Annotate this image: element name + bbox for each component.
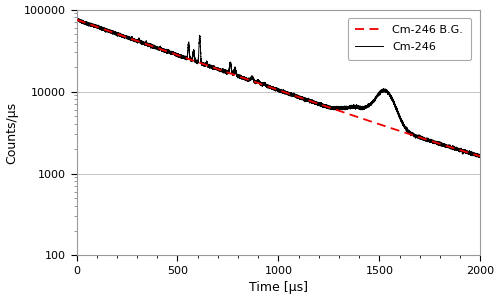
Cm-246 — [333, 107, 339, 110]
Cm-246 B.G. — [333, 108, 339, 112]
Cm-246 B.G. — [478, 154, 484, 158]
Cm-246 — [318, 103, 324, 106]
Cm-246 — [74, 17, 80, 20]
Cm-246 — [363, 106, 369, 109]
Cm-246 — [174, 55, 180, 58]
Cm-246 B.G. — [74, 18, 80, 22]
Y-axis label: Counts/μs: Counts/μs — [6, 101, 18, 164]
Cm-246 B.G. — [362, 118, 368, 122]
Cm-246 B.G. — [264, 85, 270, 88]
Legend: Cm-246 B.G., Cm-246: Cm-246 B.G., Cm-246 — [348, 18, 471, 60]
Cm-246 — [476, 156, 482, 159]
Cm-246 — [451, 148, 457, 151]
Cm-246 B.G. — [174, 53, 180, 57]
Cm-246 B.G. — [318, 103, 324, 106]
Line: Cm-246 B.G.: Cm-246 B.G. — [76, 20, 480, 156]
Cm-246 — [74, 16, 80, 20]
Cm-246 B.G. — [451, 146, 457, 150]
Cm-246 — [264, 84, 270, 88]
Cm-246 — [478, 155, 484, 158]
X-axis label: Time [μs]: Time [μs] — [249, 281, 308, 294]
Line: Cm-246: Cm-246 — [76, 18, 480, 158]
